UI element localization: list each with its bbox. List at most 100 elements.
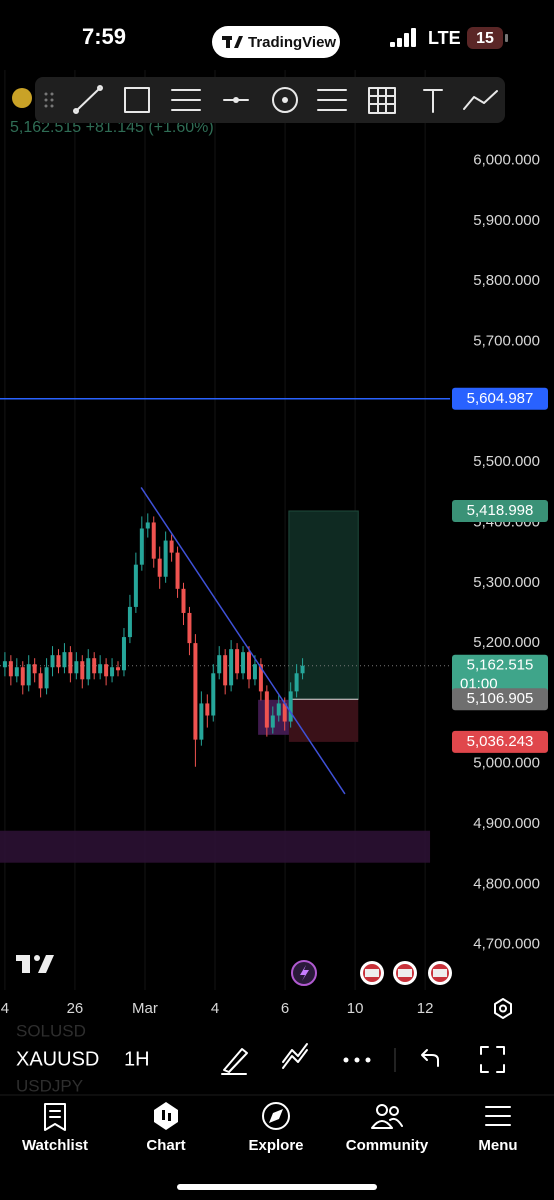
nav-label[interactable]: Watchlist <box>22 1137 88 1154</box>
position-target <box>288 510 359 700</box>
icon-part <box>376 1104 388 1116</box>
chart: 4 26 Mar 4 6 10 12 6,000.000 5,900.000 5,800.000 5… <box>0 70 548 1017</box>
y-tick-label: 5,300.000 <box>473 574 540 591</box>
x-tick-label: 12 <box>417 1000 434 1017</box>
candle-body <box>229 649 234 686</box>
icon-part <box>22 955 30 973</box>
candle-body <box>294 673 299 692</box>
y-tick-label: 5,200.000 <box>473 634 540 651</box>
price-tag <box>452 387 548 410</box>
toolbar-tools[interactable] <box>44 85 498 114</box>
icon-part <box>371 1117 403 1129</box>
home-indicator <box>177 1184 377 1190</box>
settings-gear[interactable] <box>494 998 512 1019</box>
nav-icons[interactable] <box>44 1102 511 1131</box>
nav-label[interactable]: Community <box>346 1137 429 1154</box>
y-tick-label: 4,800.000 <box>473 875 540 892</box>
icon-part <box>485 1106 511 1126</box>
candle-body <box>193 643 198 740</box>
candle-body <box>110 667 115 677</box>
y-tick-label: 4,700.000 <box>473 936 540 953</box>
candle-body <box>163 540 168 577</box>
candle-body <box>241 652 246 674</box>
candle-body <box>288 691 293 722</box>
icon-part <box>494 998 512 1019</box>
icon-part <box>75 87 101 112</box>
icon-part <box>50 98 54 102</box>
tv-watermark <box>16 955 54 973</box>
candle-body <box>187 612 192 644</box>
zone <box>0 830 431 863</box>
icon-part <box>421 1049 439 1067</box>
price-tag <box>452 499 548 522</box>
candle-body <box>276 703 281 716</box>
y-tick-label: 5,500.000 <box>473 453 540 470</box>
candle-body <box>181 588 186 613</box>
candle-body <box>211 673 216 716</box>
price-tag <box>452 688 548 711</box>
candle-body <box>86 658 91 680</box>
y-tick-label: 5,000.000 <box>473 755 540 772</box>
drawing-toolbar <box>35 77 505 123</box>
trendline <box>140 487 346 795</box>
icon-part <box>397 38 402 47</box>
quote: 5,162.515 +81.145 (+1.60%) <box>10 119 214 136</box>
symbol[interactable]: XAUUSD <box>16 1048 99 1070</box>
icon-part <box>44 92 54 108</box>
candle-body <box>38 673 43 689</box>
candle-body <box>169 540 174 553</box>
symbol-actions[interactable] <box>221 1043 505 1075</box>
icon-part <box>97 85 103 91</box>
signal <box>390 28 416 47</box>
candle-body <box>235 649 240 674</box>
icon-part <box>162 1110 165 1120</box>
battery-cap <box>505 34 508 42</box>
candle-body <box>20 667 25 686</box>
price-tag <box>452 654 548 695</box>
icon-part <box>282 1043 308 1069</box>
prev-symbol: SOLUSD <box>16 1021 86 1040</box>
icon-part <box>221 1048 248 1075</box>
icon-part <box>480 1046 505 1073</box>
nav-label[interactable]: Menu <box>478 1137 517 1154</box>
x-tick-label: Mar <box>132 1000 158 1017</box>
icon-part <box>50 104 54 108</box>
candle-body <box>116 667 121 671</box>
icon-part <box>124 87 150 113</box>
nav-label[interactable]: Explore <box>248 1137 303 1154</box>
icon-part <box>73 108 79 114</box>
interval[interactable]: 1H <box>124 1048 150 1070</box>
tv-logo-small <box>222 36 243 48</box>
candle-body <box>157 558 162 577</box>
candle-body <box>270 715 275 728</box>
icon-part <box>368 87 396 114</box>
app-name: TradingView <box>248 34 336 51</box>
candle-body <box>217 655 222 674</box>
nav-labels: Watchlist Chart Explore Community Menu <box>22 1137 518 1154</box>
x-tick-label: 4 <box>211 1000 219 1017</box>
icon-part <box>233 97 239 103</box>
candle-body <box>14 667 19 677</box>
candle-body <box>264 691 269 728</box>
y-tick-label: 4,900.000 <box>473 815 540 832</box>
candle-body <box>246 652 251 680</box>
icon-part <box>272 87 298 113</box>
app-pill <box>212 26 340 58</box>
battery-level: 15 <box>476 30 494 47</box>
icon-part <box>234 36 243 48</box>
icon-part <box>433 969 447 977</box>
candle-body <box>282 703 287 722</box>
candle-body <box>121 637 126 671</box>
icon-part <box>226 36 230 48</box>
next-symbol: USDJPY <box>16 1076 83 1095</box>
icon-part <box>411 28 416 47</box>
candle-body <box>62 652 67 668</box>
y-tick-label: 6,000.000 <box>473 151 540 168</box>
economic-events[interactable] <box>360 961 452 985</box>
price-tag-label: 5,106.905 <box>467 690 534 707</box>
x-tick-label: 4 <box>1 1000 9 1017</box>
candle-body <box>80 661 85 680</box>
nav-label[interactable]: Chart <box>146 1137 185 1154</box>
icon-part <box>38 955 54 973</box>
